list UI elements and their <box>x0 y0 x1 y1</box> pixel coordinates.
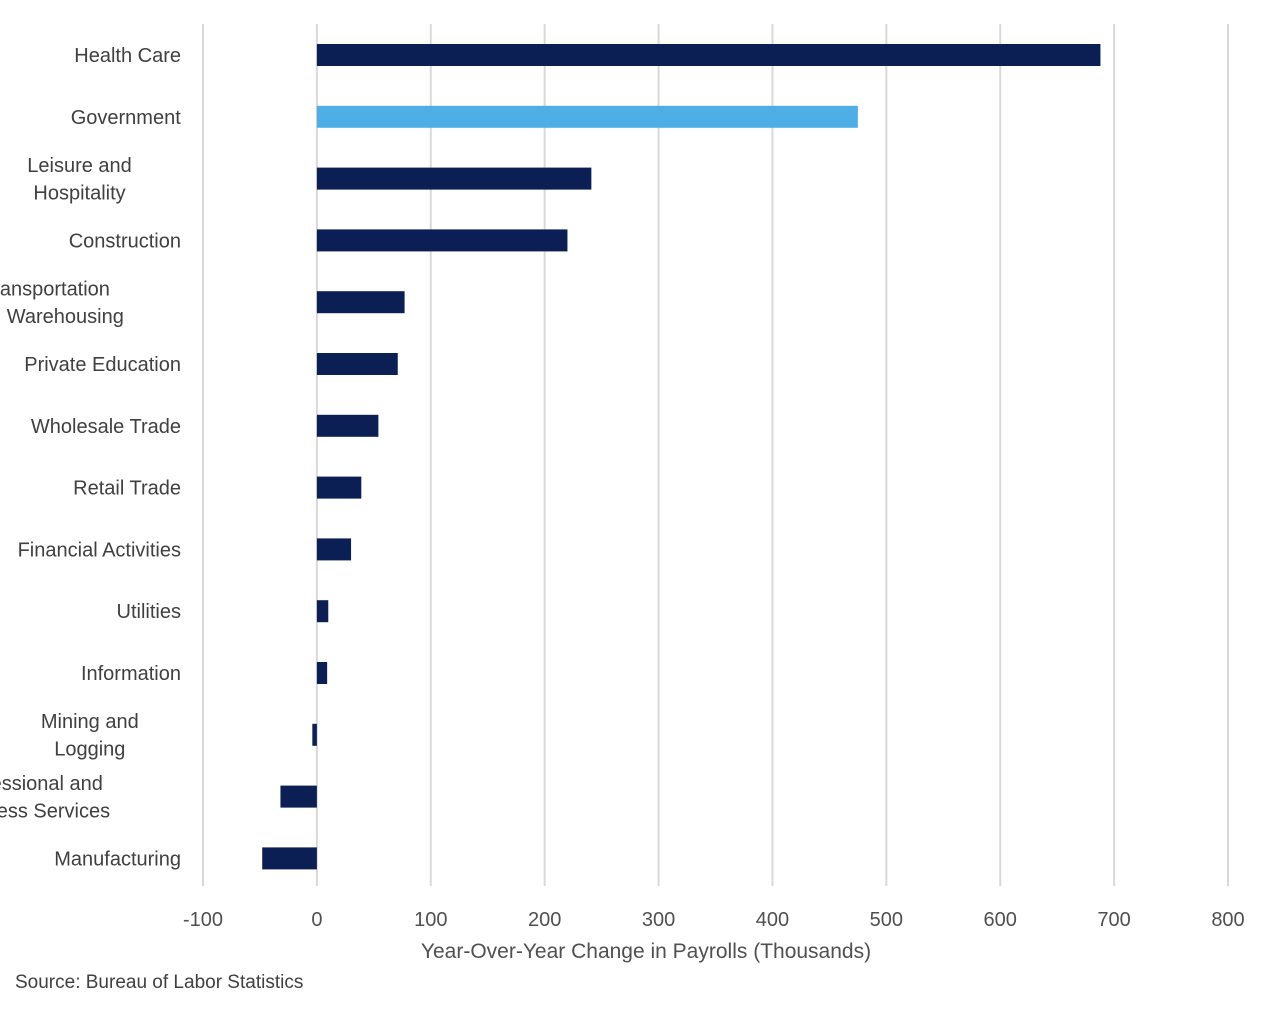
category-label: Government <box>71 107 181 129</box>
gridlines <box>202 24 1229 886</box>
x-tick-label: 500 <box>870 909 903 931</box>
x-tick-label: 200 <box>528 909 561 931</box>
bar <box>316 229 568 252</box>
bar <box>316 600 329 623</box>
category-label: Financial Activities <box>18 539 181 561</box>
bar <box>316 105 858 128</box>
bar <box>316 291 405 314</box>
bar <box>316 414 379 437</box>
bar <box>262 847 317 870</box>
category-label: Construction <box>69 230 181 252</box>
category-label: Health Care <box>74 45 181 67</box>
category-label: Utilities <box>117 601 181 623</box>
category-label: Mining and Logging <box>41 711 139 761</box>
category-labels: Health Care Government Leisure and Hospital… <box>0 45 181 870</box>
x-tick-label: 100 <box>414 909 447 931</box>
bar <box>316 44 1101 66</box>
bar <box>312 723 317 746</box>
bar <box>280 785 317 808</box>
x-axis-title: Year-Over-Year Change in Payrolls (Thous… <box>421 940 871 963</box>
x-tick-label: -100 <box>183 909 223 931</box>
category-label: Professional andBusiness Services <box>0 773 110 823</box>
category-label: Manufacturing <box>54 848 181 870</box>
bar <box>316 476 362 499</box>
source-note: Source: Bureau of Labor Statistics <box>15 972 304 993</box>
bar <box>316 662 328 684</box>
bars <box>262 44 1101 870</box>
x-tick-label: 800 <box>1211 909 1244 931</box>
x-tick-label: 600 <box>984 909 1017 931</box>
x-tick-label: 0 <box>311 909 322 931</box>
category-label: Private Education <box>24 354 181 376</box>
x-tick-label: 700 <box>1097 909 1130 931</box>
x-tick-label: 400 <box>756 909 789 931</box>
x-tick-labels: -100 0 100 200 300 400 500 600 700 800 <box>183 909 1245 931</box>
category-label: Leisure and Hospitality <box>27 155 132 205</box>
bar <box>316 353 398 375</box>
bar <box>316 538 352 561</box>
category-label: Information <box>81 663 181 685</box>
category-label: Wholesale Trade <box>31 416 181 438</box>
category-label: Transportationand Warehousing <box>0 278 124 328</box>
x-tick-label: 300 <box>642 909 675 931</box>
bar <box>316 167 592 190</box>
category-label: Retail Trade <box>73 478 181 500</box>
